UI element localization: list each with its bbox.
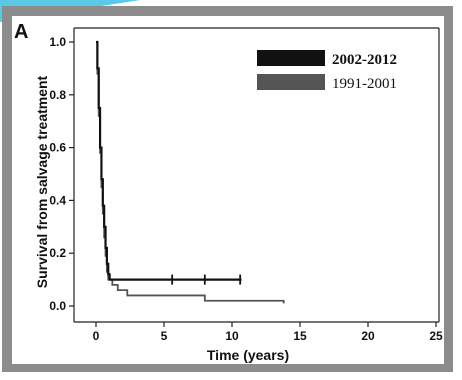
y-tick-label: 0.0 — [49, 299, 66, 313]
y-axis-title: Survival from salvage treatment — [34, 75, 50, 288]
legend: 2002-2012 1991-2001 — [257, 50, 397, 92]
legend-swatch-2002-2012 — [257, 50, 325, 66]
legend-swatch-1991-2001 — [257, 74, 325, 90]
y-axis: 0.0 0.2 0.4 0.6 0.8 1.0 — [49, 35, 74, 313]
y-tick-label: 0.6 — [49, 141, 66, 155]
legend-label-2002-2012: 2002-2012 — [332, 52, 397, 68]
y-tick-label: 0.4 — [49, 193, 66, 207]
y-tick-label: 1.0 — [49, 35, 66, 49]
x-tick-label: 20 — [361, 329, 375, 343]
survival-chart: A 0 5 10 15 20 25 0.0 0.2 0.4 0.6 0.8 1.0 Time (ye… — [14, 21, 443, 363]
series-layer — [96, 40, 285, 304]
series-line-2002-2012 — [96, 40, 242, 281]
x-axis-title: Time (years) — [207, 347, 289, 363]
x-tick-label: 5 — [161, 329, 168, 343]
panel-letter: A — [14, 21, 28, 43]
x-tick-label: 10 — [225, 329, 239, 343]
x-tick-label: 0 — [93, 329, 100, 343]
figure-inner-panel: A 0 5 10 15 20 25 0.0 0.2 0.4 0.6 0.8 1.0 Time (ye… — [12, 16, 444, 364]
legend-label-1991-2001: 1991-2001 — [332, 76, 397, 92]
y-tick-label: 0.8 — [49, 88, 66, 102]
x-tick-label: 15 — [293, 329, 307, 343]
x-axis: 0 5 10 15 20 25 — [93, 322, 443, 343]
plot-area — [73, 27, 440, 323]
x-tick-label: 25 — [429, 329, 443, 343]
y-tick-label: 0.2 — [49, 246, 66, 260]
series-line-1991-2001 — [96, 41, 285, 304]
figure-frame: A 0 5 10 15 20 25 0.0 0.2 0.4 0.6 0.8 1.0 Time (ye… — [2, 6, 453, 372]
